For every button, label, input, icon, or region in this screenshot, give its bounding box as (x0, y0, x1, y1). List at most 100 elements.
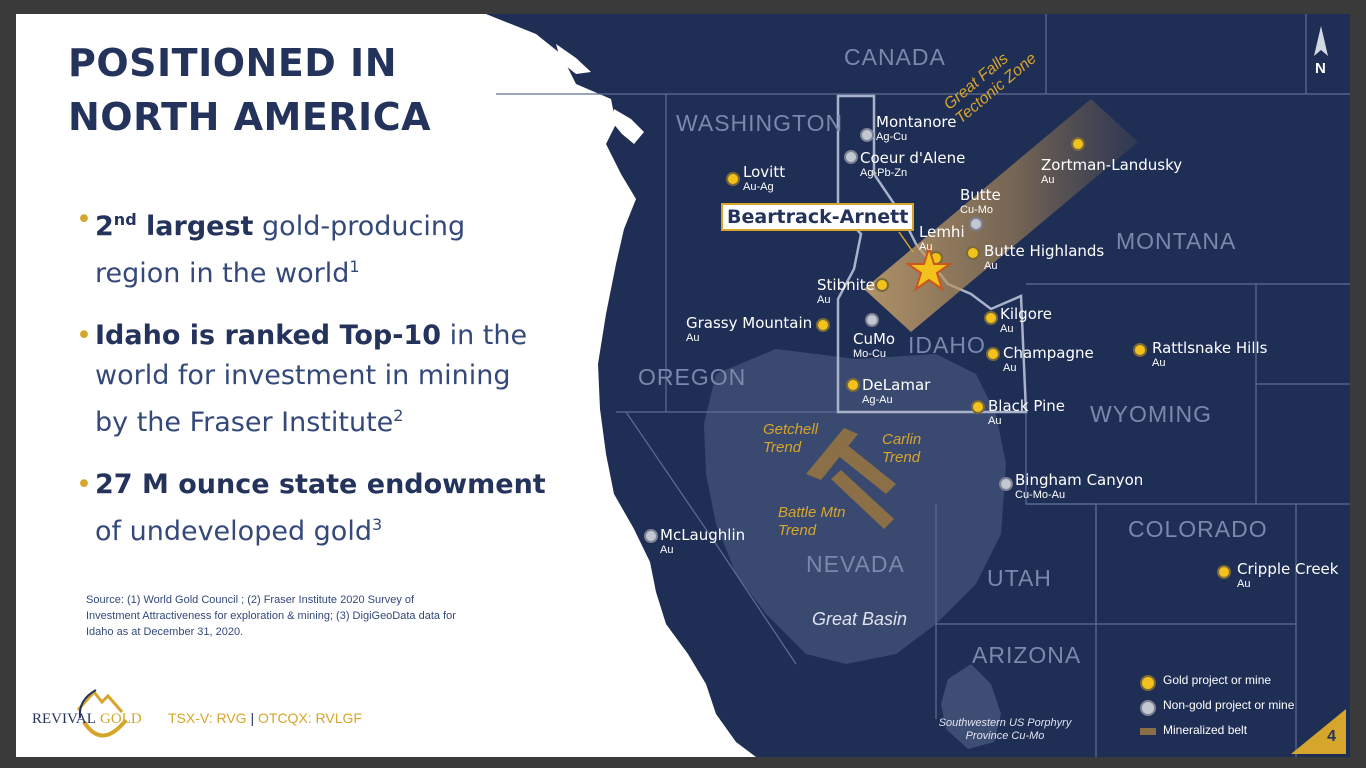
site-butte[interactable]: Butte Cu-Mo (960, 186, 1001, 216)
region-arizona: ARIZONA (972, 642, 1082, 668)
marker-butte[interactable] (969, 217, 983, 231)
bullet-dot-icon: • (76, 320, 92, 351)
site-stibnite[interactable]: Stibnite Au (817, 276, 875, 306)
marker-kilgore[interactable] (984, 311, 998, 325)
stock-tickers: TSX-V: RVG | OTCQX: RVLGF (168, 710, 362, 726)
title-line-2: NORTH AMERICA (68, 95, 431, 139)
legend-non-gold-label: Non-gold project or mine (1163, 698, 1295, 712)
site-butte-highlands-name: Butte Highlands (984, 242, 1105, 260)
site-lovitt[interactable]: Lovitt Au-Ag (743, 163, 785, 193)
logo-mark-icon: REVIVAL GOLD (32, 689, 142, 738)
site-champagne-metals: Au (1003, 362, 1017, 374)
site-coeur-dalene[interactable]: Coeur d'Alene Ag-Pb-Zn (860, 149, 965, 179)
belt-swatch-icon (1140, 728, 1156, 735)
key-points-list: • 2nd largest gold-producing region in t… (76, 200, 546, 574)
site-coeur-metals: Ag-Pb-Zn (860, 167, 908, 179)
carlin-belt (836, 444, 896, 494)
site-butte-name: Butte (960, 186, 1001, 204)
site-lemhi[interactable]: Lemhi Au (919, 223, 965, 253)
site-grassy-name: Grassy Mountain (686, 314, 813, 332)
site-black-pine[interactable]: Black Pine Au (988, 397, 1065, 427)
source-note: Source: (1) World Gold Council ; (2) Fra… (86, 594, 456, 638)
bullet-3-ref: 3 (371, 515, 383, 534)
marker-rattlesnake[interactable] (1133, 343, 1147, 357)
marker-black_pine[interactable] (971, 400, 985, 414)
north-label: N (1315, 60, 1326, 77)
site-mclaughlin-metals: Au (660, 544, 674, 556)
region-idaho: IDAHO (908, 332, 986, 358)
marker-coeur[interactable] (844, 150, 858, 164)
feature-great-basin: Great Basin (812, 609, 908, 629)
bullet-2-bold: Idaho is ranked Top-10 (95, 320, 442, 351)
marker-champagne[interactable] (986, 347, 1000, 361)
callout-pointer (898, 231, 914, 253)
site-bingham-name: Bingham Canyon (1015, 471, 1144, 489)
site-grassy-metals: Au (686, 332, 700, 344)
site-cripple-creek[interactable]: Cripple Creek Au (1237, 560, 1338, 590)
site-lovitt-name: Lovitt (743, 163, 786, 181)
marker-cripple[interactable] (1217, 565, 1231, 579)
marker-mclaughlin[interactable] (644, 529, 658, 543)
featured-project-callout[interactable]: Beartrack-Arnett (721, 203, 915, 231)
feature-carlin: Carlin Trend (882, 431, 922, 466)
slide-title: POSITIONED IN NORTH AMERICA (68, 36, 431, 144)
site-rattlsnake-hills[interactable]: Rattlsnake Hills Au (1152, 339, 1267, 369)
logo-name-left: REVIVAL (32, 711, 96, 727)
site-cumo-metals: Mo-Cu (853, 348, 887, 360)
getchell-belt (806, 428, 858, 480)
site-zortman-metals: Au (1041, 174, 1055, 186)
battle-mtn-belt (831, 470, 894, 529)
region-wyoming: WYOMING (1090, 401, 1212, 427)
marker-zortman[interactable] (1071, 137, 1085, 151)
bullet-ranking: • Idaho is ranked Top-10 in the world fo… (76, 316, 546, 443)
bullet-2-ref: 2 (393, 406, 404, 425)
bullet-1-text: gold-producing region in the world (95, 211, 466, 289)
site-lemhi-name: Lemhi (919, 223, 965, 241)
bullet-1-ref: 1 (349, 257, 360, 276)
site-stibnite-metals: Au (817, 294, 831, 306)
north-america-map (486, 14, 1350, 757)
marker-stibnite[interactable] (875, 278, 889, 292)
site-zortman-landusky[interactable]: Zortman-Landusky Au (1041, 156, 1182, 186)
marker-butte_highlands[interactable] (966, 246, 980, 260)
marker-grassy[interactable] (816, 318, 830, 332)
marker-bingham[interactable] (999, 477, 1013, 491)
feature-porphyry: Southwestern US Porphyry Province Cu-Mo (938, 717, 1072, 742)
marker-montanore[interactable] (860, 128, 874, 142)
site-butte-highlands[interactable]: Butte Highlands Au (984, 242, 1104, 272)
marker-delamar[interactable] (846, 378, 860, 392)
region-utah: UTAH (987, 565, 1052, 591)
feature-getchell: Getchell Trend (763, 421, 819, 456)
site-kilgore-name: Kilgore (1000, 305, 1052, 323)
site-mclaughlin[interactable]: McLaughlin Au (660, 526, 745, 556)
site-bingham-canyon[interactable]: Bingham Canyon Cu-Mo-Au (1015, 471, 1143, 501)
state-borders (496, 14, 1350, 757)
page-number-badge: 4 (1291, 709, 1346, 754)
region-colorado: COLORADO (1128, 516, 1268, 542)
bullet-2-text: in the world for investment in mining by… (95, 320, 528, 438)
site-cumo[interactable]: CuMo Mo-Cu (853, 330, 895, 360)
site-zortman-name: Zortman-Landusky (1041, 156, 1183, 174)
site-montanore[interactable]: Montanore Ag-Cu (876, 113, 956, 143)
site-champagne[interactable]: Champagne Au (1003, 344, 1094, 374)
site-rattlesnake-name: Rattlsnake Hills (1152, 339, 1268, 357)
bullet-3-text: of undeveloped gold (95, 516, 372, 547)
region-washington: WASHINGTON (676, 110, 844, 136)
bullet-dot-icon: • (76, 469, 92, 500)
beartrack-arnett-star[interactable] (904, 244, 954, 292)
gold-marker-icon (1140, 675, 1156, 691)
ticker-separator: | (250, 710, 255, 726)
bullet-dot-icon: • (76, 204, 92, 235)
site-delamar[interactable]: DeLamar Ag-Au (862, 376, 930, 406)
site-cumo-name: CuMo (853, 330, 896, 348)
north-arrow: N (1306, 14, 1336, 84)
site-stibnite-name: Stibnite (817, 276, 875, 294)
site-kilgore[interactable]: Kilgore Au (1000, 305, 1052, 335)
site-champagne-name: Champagne (1003, 344, 1094, 362)
bullet-1-bold: 2nd largest (95, 210, 254, 242)
marker-cumo[interactable] (865, 313, 879, 327)
site-grassy-mountain[interactable]: Grassy Mountain Au (686, 314, 812, 344)
slide: N CANADA WASHINGTON MONTANA IDAHO OREGON… (16, 14, 1350, 757)
site-delamar-name: DeLamar (862, 376, 931, 394)
marker-lovitt[interactable] (726, 172, 740, 186)
